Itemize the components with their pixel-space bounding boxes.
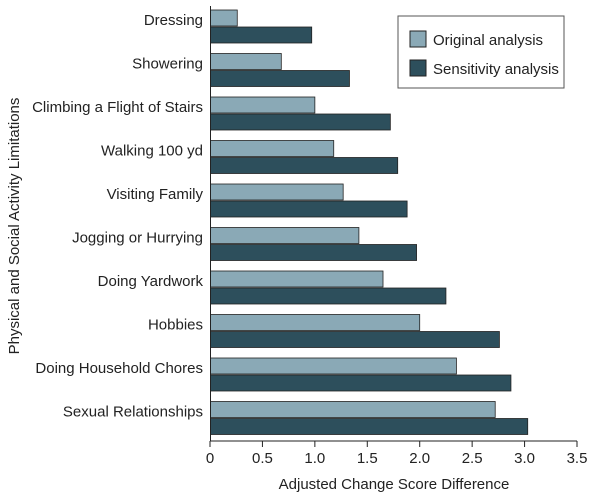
category-labels: Dressing Showering Climbing a Flight of St… <box>32 12 203 421</box>
category-label: Climbing a Flight of Stairs <box>32 99 203 116</box>
y-axis-title: Physical and Social Activity Limitations <box>6 98 23 355</box>
legend: Original analysis Sensitivity analysis <box>397 15 565 89</box>
bar-sensitivity <box>210 70 350 87</box>
bar-original <box>210 270 384 288</box>
bar-sensitivity <box>210 113 391 131</box>
x-axis-ticks: 0 0.5 1.0 1.5 2.0 2.5 3.0 3.5 <box>206 441 588 467</box>
category-label: Sexual Relationships <box>63 404 203 421</box>
bar-sensitivity <box>210 287 447 305</box>
bar-sensitivity <box>210 331 500 348</box>
x-tick-label: 0.5 <box>252 450 273 467</box>
bar-original <box>210 53 282 70</box>
bar-original <box>210 401 496 418</box>
bar-sensitivity <box>210 26 313 44</box>
x-tick-label: 2.5 <box>462 450 483 467</box>
bar-sensitivity <box>210 244 417 261</box>
x-axis-title: Adjusted Change Score Difference <box>279 476 510 493</box>
x-tick-label: 1.0 <box>304 450 325 467</box>
category-label: Showering <box>132 56 203 73</box>
category-label: Dressing <box>144 12 203 29</box>
category-label: Visiting Family <box>107 186 204 203</box>
x-tick-label: 1.5 <box>357 450 378 467</box>
bar-sensitivity <box>210 157 399 174</box>
category-label: Hobbies <box>148 317 203 334</box>
category-label: Walking 100 yd <box>101 143 203 160</box>
bar-original <box>210 96 316 114</box>
bar-sensitivity <box>210 374 512 392</box>
bar-sensitivity <box>210 200 408 218</box>
x-tick-label: 3.5 <box>567 450 588 467</box>
bar-original <box>210 357 457 375</box>
x-tick-label: 2.0 <box>409 450 430 467</box>
bar-original <box>210 9 238 27</box>
category-label: Doing Yardwork <box>98 273 204 290</box>
x-tick-label: 0 <box>206 450 214 467</box>
bar-original <box>210 227 360 244</box>
bar-original <box>210 314 421 331</box>
legend-label-original: Original analysis <box>433 32 543 49</box>
legend-swatch-sensitivity <box>409 59 427 77</box>
category-label: Doing Household Chores <box>35 360 203 377</box>
x-axis: 0 0.5 1.0 1.5 2.0 2.5 3.0 3.5 <box>206 440 588 467</box>
bar-sensitivity <box>210 418 529 435</box>
x-tick-label: 3.0 <box>514 450 535 467</box>
bar-original <box>210 140 335 157</box>
category-label: Jogging or Hurrying <box>72 230 203 247</box>
bar-original <box>210 183 344 201</box>
legend-swatch-original <box>409 30 427 48</box>
legend-label-sensitivity: Sensitivity analysis <box>433 61 559 78</box>
